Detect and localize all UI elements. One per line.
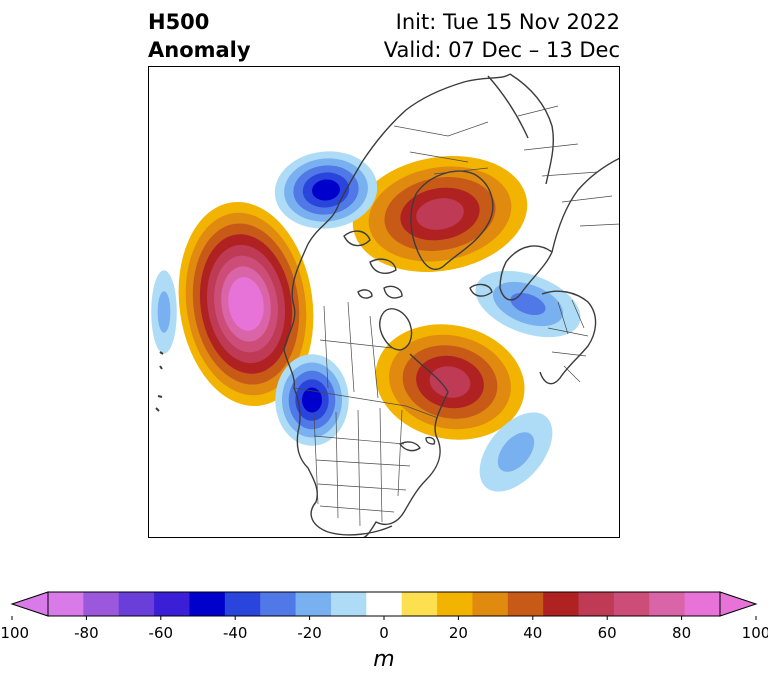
anomaly-atlantic-trough — [479, 412, 553, 492]
siberia-coast — [551, 157, 620, 253]
anomaly-contour — [510, 292, 546, 316]
colorbar-cell — [48, 592, 84, 616]
colorbar-cell — [295, 592, 332, 616]
gulf-coast — [361, 511, 405, 538]
colorbar-cell — [154, 592, 190, 616]
colorbar-tick-label: -60 — [149, 624, 174, 642]
anomaly-gulf-of-alaska-ridge — [178, 201, 314, 407]
colorbar-tick-label: 80 — [672, 624, 691, 642]
colorbar-cell — [472, 592, 509, 616]
anomaly-siberia-ridge — [352, 156, 528, 272]
far-east — [487, 75, 529, 139]
colorbar-cell — [189, 592, 226, 616]
anomaly-map — [148, 66, 620, 538]
iceland — [469, 283, 493, 297]
colorbar-tick-label: 100 — [742, 624, 768, 642]
colorbar-high-extend — [719, 591, 758, 617]
us-state-lines — [313, 407, 411, 527]
colorbar-cell — [613, 592, 650, 616]
colorbar-tick-label: -40 — [223, 624, 248, 642]
anomaly-contour — [312, 179, 340, 201]
east-coast — [403, 353, 449, 513]
russia-regions — [393, 105, 620, 227]
colorbar-cell — [649, 592, 686, 616]
arctic-archipelago — [343, 230, 403, 299]
pacific-islands — [155, 351, 164, 412]
colorbar-ticks: -100 -80 -60 -40 -20 0 20 40 60 80 100 — [0, 616, 768, 642]
colorbar-cell — [437, 592, 473, 616]
map-title: H500 Anomaly — [148, 8, 251, 64]
anomaly-north-pacific-trough — [151, 270, 177, 354]
valid-range: Valid: 07 Dec – 13 Dec — [383, 38, 620, 62]
greenland — [410, 170, 494, 270]
alaska-arc — [307, 161, 363, 245]
map-title-line1: H500 — [148, 10, 210, 34]
colorbar-tick-label: -80 — [74, 624, 99, 642]
anomaly-contour — [302, 387, 322, 413]
colorbar-cell — [224, 592, 261, 616]
colorbar-cell — [366, 592, 403, 616]
anomaly-contour — [429, 366, 471, 398]
great-lakes — [399, 436, 436, 452]
anomaly-contour — [157, 291, 171, 333]
colorbar-tick-label: 0 — [379, 624, 389, 642]
map-dates: Init: Tue 15 Nov 2022 Valid: 07 Dec – 13… — [384, 8, 620, 64]
colorbar-tick-label: 40 — [523, 624, 542, 642]
map-title-line2: Anomaly — [148, 38, 251, 62]
colorbar-cell — [684, 592, 721, 616]
us-canada-border — [293, 387, 439, 419]
colorbar-cell — [507, 592, 544, 616]
anomaly-arctic-trough — [274, 151, 378, 229]
colorbar-cell — [543, 592, 579, 616]
colorbar: -100 -80 -60 -40 -20 0 20 40 60 80 100 m — [0, 591, 768, 672]
colorbar-cell — [578, 592, 615, 616]
europe — [539, 290, 597, 385]
europe-borders — [547, 299, 589, 383]
coastlines — [155, 73, 620, 538]
colorbar-tick-label: 60 — [598, 624, 617, 642]
colorbar-cell — [260, 592, 296, 616]
scandinavia — [499, 245, 553, 301]
hudson-bay — [379, 308, 413, 351]
anomaly-contour — [235, 287, 257, 321]
colorbar-cell — [330, 592, 367, 616]
colorbar-cell — [401, 592, 438, 616]
anomaly-contour — [497, 432, 535, 472]
colorbar-unit-label: m — [373, 647, 394, 672]
colorbar-low-extend — [10, 591, 49, 617]
anomaly-hudson-bay-ridge — [375, 324, 525, 440]
colorbar-cell — [83, 592, 120, 616]
init-date: Init: Tue 15 Nov 2022 — [395, 10, 620, 34]
colorbar-cell — [118, 592, 155, 616]
alaska-coast — [283, 243, 393, 536]
colorbar-tick-label: 20 — [449, 624, 468, 642]
map-frame — [148, 66, 620, 538]
anomaly-fills — [151, 151, 581, 492]
colorbar-cells — [48, 592, 721, 616]
anomaly-western-us-trough — [275, 354, 349, 446]
canada-provinces — [319, 301, 393, 399]
colorbar-tick-label: -100 — [0, 624, 29, 642]
arctic-coast-inner — [509, 73, 555, 185]
borders — [293, 105, 620, 527]
anomaly-contour — [416, 198, 464, 230]
colorbar-tick-label: -20 — [297, 624, 322, 642]
